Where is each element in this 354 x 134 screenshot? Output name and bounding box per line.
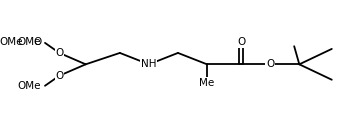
Text: O: O bbox=[237, 37, 245, 47]
Text: OMe: OMe bbox=[17, 37, 41, 47]
Text: O: O bbox=[55, 48, 63, 58]
Text: O: O bbox=[55, 71, 63, 81]
Text: O: O bbox=[33, 37, 41, 47]
Text: Me: Me bbox=[199, 78, 215, 88]
Text: NH: NH bbox=[141, 59, 157, 69]
Text: O: O bbox=[266, 59, 274, 69]
Text: OMe: OMe bbox=[17, 81, 41, 91]
Text: OMe: OMe bbox=[0, 37, 22, 46]
